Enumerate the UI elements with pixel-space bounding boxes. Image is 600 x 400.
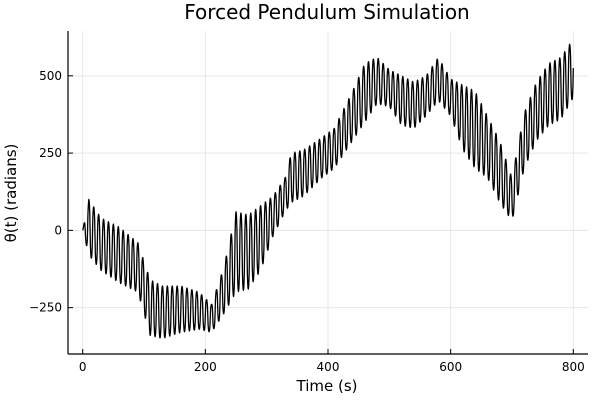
x-tick-label-2: 400 — [317, 360, 340, 374]
x-tick-label-0: 0 — [79, 360, 87, 374]
y-tick-label-0: −250 — [29, 301, 62, 315]
x-tick-label-3: 600 — [439, 360, 462, 374]
x-tick-label-1: 200 — [194, 360, 217, 374]
x-tick-label-4: 800 — [562, 360, 585, 374]
chart-title: Forced Pendulum Simulation — [184, 0, 469, 24]
theta-series-line — [82, 43, 574, 339]
y-tick-label-2: 250 — [39, 146, 62, 160]
tick-layer: 0 200 400 600 800 −250 0 250 500 — [29, 69, 585, 374]
series-layer — [82, 43, 574, 339]
y-tick-label-1: 0 — [54, 223, 62, 237]
x-axis-label: Time (s) — [296, 377, 358, 395]
y-axis-label: θ(t) (radians) — [2, 144, 20, 243]
y-tick-label-3: 500 — [39, 69, 62, 83]
grid-layer — [68, 31, 588, 354]
